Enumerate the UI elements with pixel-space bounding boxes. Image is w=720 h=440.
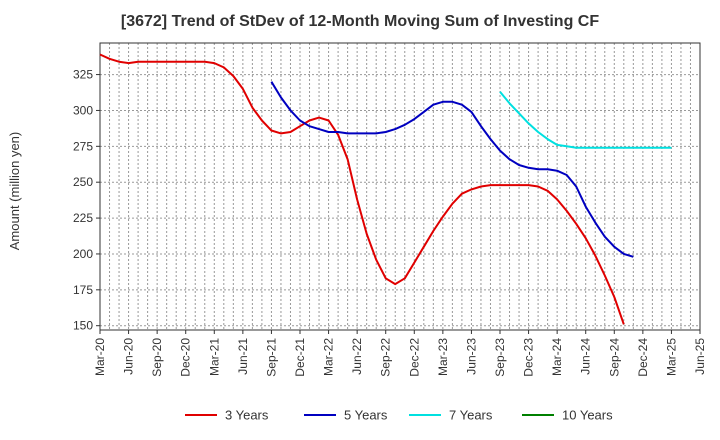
series-line-5-years xyxy=(270,81,634,258)
legend-label-3-years: 3 Years xyxy=(225,408,269,423)
legend-label-10-years: 10 Years xyxy=(562,408,613,423)
x-tick-label: Dec-21 xyxy=(293,338,307,377)
x-tick-label: Mar-21 xyxy=(207,338,221,376)
legend: 3 Years 5 Years 7 Years 10 Years xyxy=(185,408,613,423)
x-tick-label: Jun-20 xyxy=(122,338,136,375)
x-tick-label: Dec-22 xyxy=(407,338,421,377)
y-tick-label: 200 xyxy=(73,247,93,261)
series-line-3-years xyxy=(99,53,625,325)
x-tick-label: Sep-23 xyxy=(493,338,507,377)
y-tick-label: 175 xyxy=(73,283,93,297)
x-axis: Mar-20 Jun-20 Sep-20 Dec-20 Mar-21 Jun-21 Sep-… xyxy=(93,330,707,377)
x-tick-label: Jun-24 xyxy=(579,338,593,375)
plot-area-frame xyxy=(99,42,701,331)
y-tick-label: 275 xyxy=(73,139,93,153)
chart-title: [3672] Trend of StDev of 12-Month Moving… xyxy=(121,13,599,30)
y-tick-label: 300 xyxy=(73,103,93,117)
grid xyxy=(100,43,700,330)
x-tick-label: Jun-21 xyxy=(236,338,250,375)
y-tick-label: 225 xyxy=(73,211,93,225)
x-tick-label: Mar-24 xyxy=(550,338,564,376)
x-tick-label: Dec-20 xyxy=(179,338,193,377)
x-tick-label: Mar-20 xyxy=(93,338,107,376)
y-axis-title: Amount (million yen) xyxy=(7,132,22,251)
x-tick-label: Sep-20 xyxy=(150,338,164,377)
x-tick-label: Jun-25 xyxy=(693,338,707,375)
legend-label-5-years: 5 Years xyxy=(344,408,388,423)
x-tick-label: Mar-23 xyxy=(436,338,450,376)
x-tick-label: Mar-22 xyxy=(322,338,336,376)
x-tick-label: Mar-25 xyxy=(664,338,678,376)
legend-label-7-years: 7 Years xyxy=(449,408,493,423)
x-tick-label: Dec-23 xyxy=(522,338,536,377)
y-tick-label: 325 xyxy=(73,68,93,82)
x-tick-label: Jun-22 xyxy=(350,338,364,375)
x-tick-label: Jun-23 xyxy=(464,338,478,375)
y-tick-label: 150 xyxy=(73,319,93,333)
x-tick-label: Sep-21 xyxy=(264,338,278,377)
series-line-7-years xyxy=(499,91,672,149)
plot-series xyxy=(99,53,672,325)
x-tick-label: Sep-24 xyxy=(607,338,621,377)
x-tick-label: Sep-22 xyxy=(379,338,393,377)
x-tick-label: Dec-24 xyxy=(636,338,650,377)
y-tick-label: 250 xyxy=(73,175,93,189)
y-axis: 150 175 200 225 250 275 300 325 xyxy=(73,68,100,333)
